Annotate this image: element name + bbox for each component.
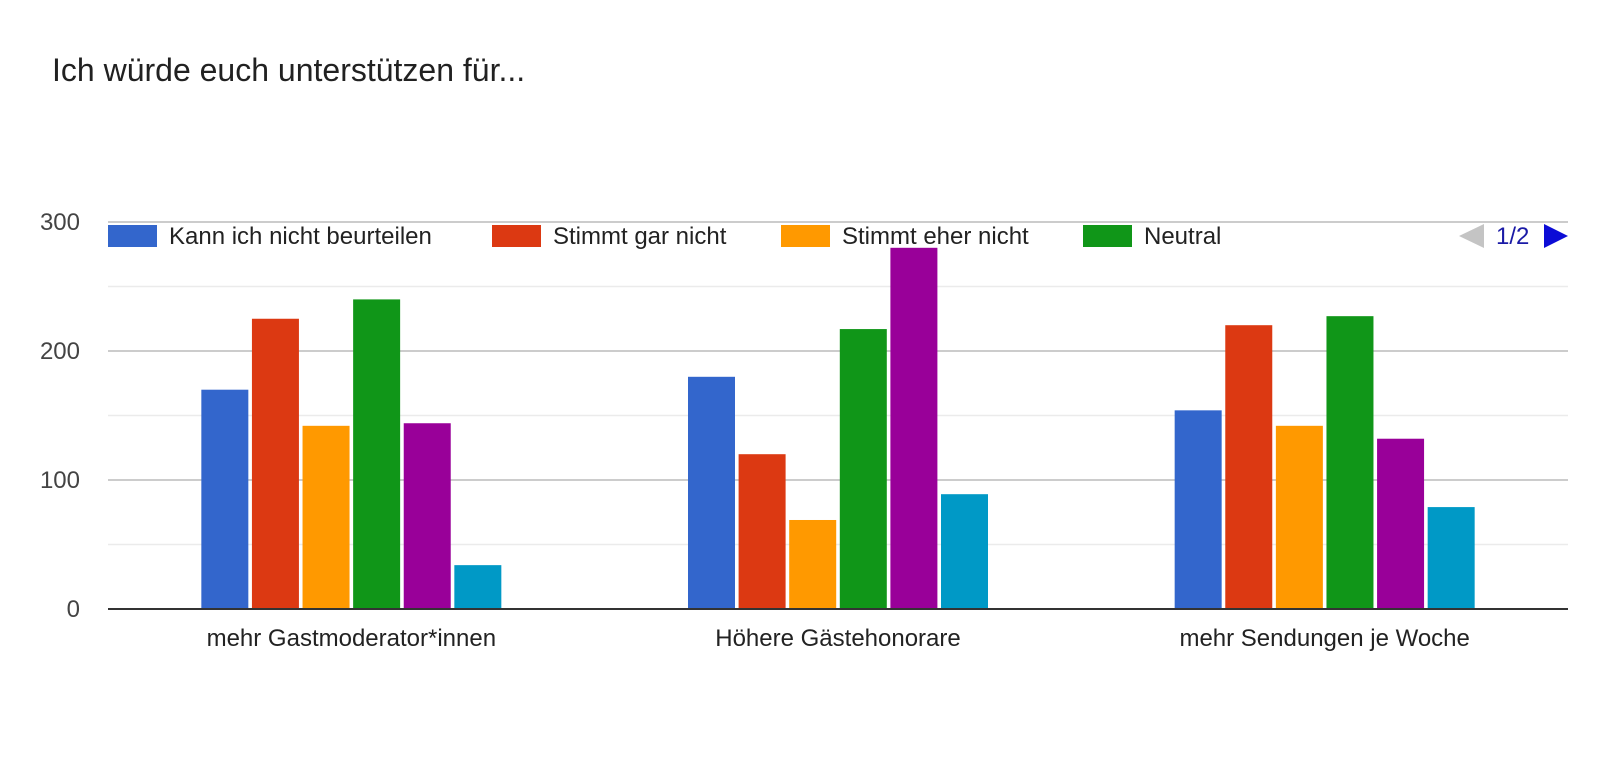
legend-prev-page-icon[interactable] xyxy=(1459,224,1484,248)
bar xyxy=(1225,325,1273,609)
bars xyxy=(201,247,1475,610)
legend-item: Stimmt eher nicht xyxy=(781,223,1029,250)
legend-label: Stimmt gar nicht xyxy=(553,223,727,250)
bar xyxy=(201,389,249,609)
bar xyxy=(789,519,837,609)
bar xyxy=(302,425,350,609)
bar xyxy=(1377,438,1425,609)
bar xyxy=(839,329,887,609)
bar xyxy=(1427,507,1475,609)
x-category-label: mehr Sendungen je Woche xyxy=(1179,625,1469,652)
legend-next-page-icon[interactable] xyxy=(1544,224,1568,248)
legend-page-indicator: 1/2 xyxy=(1496,223,1529,250)
bar xyxy=(353,299,401,609)
x-axis-labels: mehr Gastmoderator*innen Höhere Gästehono… xyxy=(207,625,1470,652)
bar xyxy=(454,565,502,609)
bar xyxy=(251,318,299,609)
legend-swatch xyxy=(492,225,541,247)
y-tick-label: 0 xyxy=(67,596,80,623)
legend-swatch xyxy=(781,225,830,247)
legend: Kann ich nicht beurteilen Stimmt gar nich… xyxy=(108,223,1221,250)
x-category-label: Höhere Gästehonorare xyxy=(715,625,960,652)
chart-title: Ich würde euch unterstützen für... xyxy=(52,52,526,88)
legend-label: Stimmt eher nicht xyxy=(842,223,1029,250)
bar xyxy=(1275,425,1323,609)
legend-item: Neutral xyxy=(1083,223,1221,250)
gridlines xyxy=(108,221,1568,546)
y-tick-label: 100 xyxy=(40,467,80,494)
bar xyxy=(941,494,988,609)
bar xyxy=(688,376,735,609)
bar xyxy=(1174,410,1222,609)
y-tick-label: 200 xyxy=(40,338,80,365)
bar xyxy=(738,454,786,609)
y-tick-label: 300 xyxy=(40,209,80,236)
bar xyxy=(1326,316,1374,609)
legend-label: Neutral xyxy=(1144,223,1221,250)
bar xyxy=(890,247,938,610)
legend-label: Kann ich nicht beurteilen xyxy=(169,223,432,250)
legend-swatch xyxy=(108,225,157,247)
legend-swatch xyxy=(1083,225,1132,247)
legend-item: Stimmt gar nicht xyxy=(492,223,727,250)
x-category-label: mehr Gastmoderator*innen xyxy=(207,625,496,652)
legend-pager[interactable]: 1/2 xyxy=(1459,223,1568,250)
legend-item: Kann ich nicht beurteilen xyxy=(108,223,432,250)
bar xyxy=(403,423,451,609)
y-axis-ticks: 0 100 200 300 xyxy=(40,209,80,623)
